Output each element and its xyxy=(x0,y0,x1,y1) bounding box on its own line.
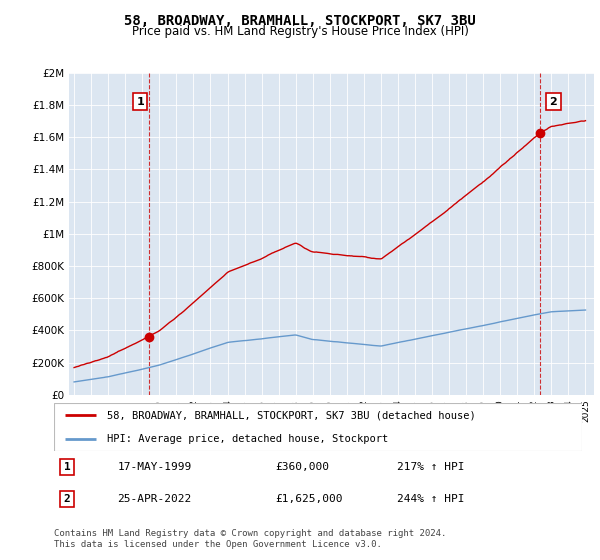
Text: Contains HM Land Registry data © Crown copyright and database right 2024.
This d: Contains HM Land Registry data © Crown c… xyxy=(54,529,446,549)
Text: 217% ↑ HPI: 217% ↑ HPI xyxy=(397,462,465,472)
Text: £1,625,000: £1,625,000 xyxy=(276,494,343,504)
Text: 1: 1 xyxy=(136,97,144,107)
Text: 1: 1 xyxy=(64,462,71,472)
Text: 25-APR-2022: 25-APR-2022 xyxy=(118,494,191,504)
Text: 2: 2 xyxy=(550,97,557,107)
Text: 244% ↑ HPI: 244% ↑ HPI xyxy=(397,494,465,504)
Text: Price paid vs. HM Land Registry's House Price Index (HPI): Price paid vs. HM Land Registry's House … xyxy=(131,25,469,38)
Text: 17-MAY-1999: 17-MAY-1999 xyxy=(118,462,191,472)
Text: 58, BROADWAY, BRAMHALL, STOCKPORT, SK7 3BU (detached house): 58, BROADWAY, BRAMHALL, STOCKPORT, SK7 3… xyxy=(107,410,476,420)
Text: HPI: Average price, detached house, Stockport: HPI: Average price, detached house, Stoc… xyxy=(107,434,388,444)
Text: 2: 2 xyxy=(64,494,71,504)
Text: £360,000: £360,000 xyxy=(276,462,330,472)
Text: 58, BROADWAY, BRAMHALL, STOCKPORT, SK7 3BU: 58, BROADWAY, BRAMHALL, STOCKPORT, SK7 3… xyxy=(124,14,476,28)
